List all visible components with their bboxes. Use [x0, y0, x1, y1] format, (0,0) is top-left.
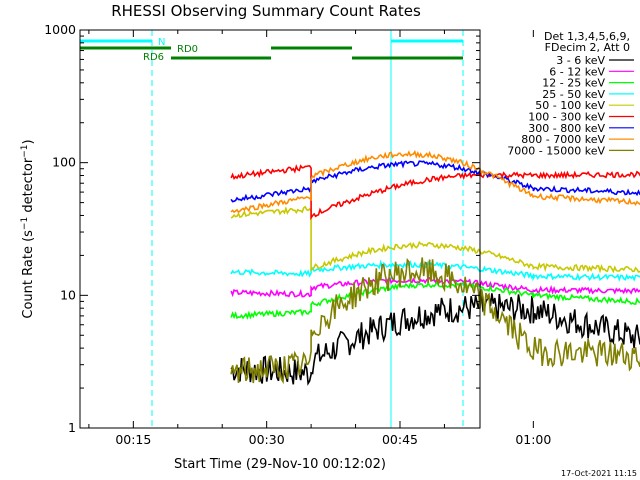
series-line-8	[230, 257, 640, 385]
legend-label-1: 6 - 12 keV	[549, 65, 605, 78]
x-tick-label: 00:15	[115, 432, 151, 447]
legend-label-2: 12 - 25 keV	[542, 77, 605, 90]
timestamp: 17-Oct-2021 11:15	[561, 469, 637, 478]
legend-label-8: 7000 - 15000 keV	[507, 144, 605, 157]
y-axis-label-end: )	[21, 139, 36, 144]
y-axis: 1 10 100 1000	[44, 22, 480, 435]
x-tick-label: 00:30	[249, 432, 285, 447]
legend-label-7: 800 - 7000 keV	[521, 133, 605, 146]
x-axis-label: Start Time (29-Nov-10 00:12:02)	[174, 457, 386, 472]
legend-label-6: 300 - 800 keV	[528, 122, 605, 135]
legend-header-line-2: FDecim 2, Att 0	[545, 41, 630, 54]
legend-label-3: 25 - 50 keV	[542, 88, 605, 101]
legend: Det 1,3,4,5,6,9, FDecim 2, Att 0 3 - 6 k…	[507, 30, 634, 157]
series-line-0	[230, 291, 640, 386]
rd0-label: RD0	[177, 44, 198, 55]
legend-header-line-1: Det 1,3,4,5,6,9,	[544, 30, 630, 43]
series-line-3	[230, 259, 640, 282]
chart-title: RHESSI Observing Summary Count Rates	[111, 2, 421, 20]
y-tick-label: 1000	[44, 22, 76, 37]
x-tick-label: 01:00	[515, 432, 551, 447]
legend-label-4: 50 - 100 keV	[535, 99, 605, 112]
night-label: N	[158, 37, 165, 48]
x-tick-label: 00:45	[382, 432, 418, 447]
plot-frame	[79, 29, 481, 429]
series-line-7	[230, 149, 640, 214]
y-tick-label: 10	[60, 287, 76, 302]
annotation-lines: N RD0 RD6	[79, 30, 464, 428]
series-line-5	[230, 164, 640, 221]
y-axis-label-main: Count Rate (s	[21, 230, 36, 319]
series-line-4	[230, 205, 640, 274]
y-tick-label: 1	[68, 420, 76, 435]
y-axis-label-exp2: −1	[20, 144, 30, 157]
y-axis-label: Count Rate (s−1 detector−1)	[20, 139, 36, 318]
legend-label-0: 3 - 6 keV	[556, 54, 605, 67]
series-group	[230, 149, 640, 386]
series-line-6	[230, 160, 640, 203]
y-axis-label-exp1: −1	[20, 217, 30, 230]
series-line-1	[230, 276, 640, 298]
y-axis-label-mid: detector	[21, 157, 36, 217]
legend-label-5: 100 - 300 keV	[528, 111, 605, 124]
y-tick-label: 100	[52, 155, 76, 170]
rd6-label: RD6	[143, 52, 164, 63]
